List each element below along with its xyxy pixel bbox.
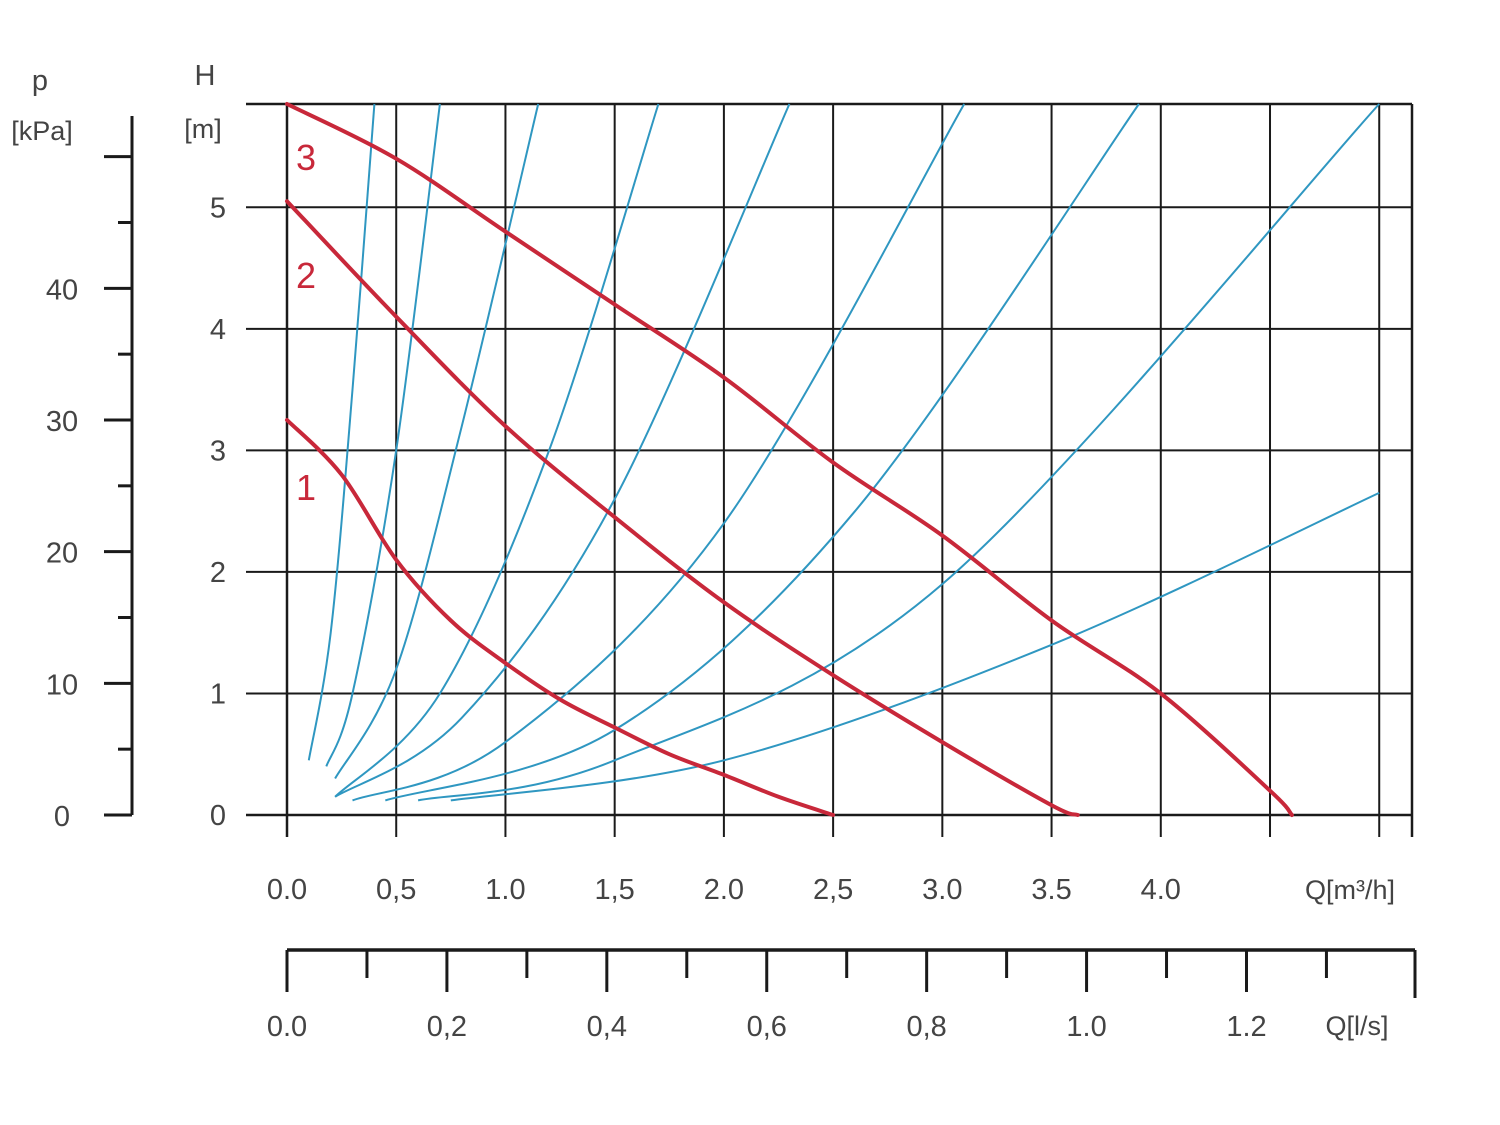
- p-axis-unit: [kPa]: [11, 116, 73, 146]
- h-tick-label-3: 3: [210, 435, 226, 467]
- qm3h-tick-label-7: 3.5: [1031, 874, 1071, 906]
- pump-curve-label-2: 2: [296, 255, 316, 296]
- pump-curve-1: [285, 418, 836, 817]
- h-tick-label-2: 2: [210, 557, 226, 589]
- qls-tick-label-6: 1.2: [1226, 1011, 1266, 1043]
- qm3h-tick-label-8: 4.0: [1141, 874, 1181, 906]
- p-tick-label-40: 40: [46, 274, 78, 306]
- p-tick-label-20: 20: [46, 538, 78, 570]
- pump-curve-2: [285, 199, 1080, 817]
- pump-curve-3: [285, 102, 1294, 817]
- p-tick-label-30: 30: [46, 406, 78, 438]
- qm3h-tick-label-3: 1,5: [595, 874, 635, 906]
- system-curve-2: [325, 103, 441, 767]
- q-ls-axis-label: Q[l/s]: [1325, 1011, 1388, 1041]
- h-axis-title: H: [195, 60, 216, 92]
- qls-tick-label-1: 0,2: [427, 1011, 467, 1043]
- q-m3h-axis-label: Q[m³/h]: [1305, 875, 1395, 905]
- qls-tick-label-5: 1.0: [1066, 1011, 1106, 1043]
- h-tick-label-4: 4: [210, 314, 226, 346]
- pump-curve-label-3: 3: [296, 137, 316, 178]
- qm3h-tick-label-2: 1.0: [485, 874, 525, 906]
- axes: [104, 116, 1417, 998]
- qls-tick-label-4: 0,8: [906, 1011, 946, 1043]
- p-tick-label-10: 10: [46, 669, 78, 701]
- system-curve-9: [450, 491, 1380, 802]
- qls-tick-label-2: 0,4: [587, 1011, 627, 1043]
- system-curve-5: [334, 103, 791, 798]
- h-axis-unit: [m]: [184, 114, 222, 144]
- qm3h-tick-label-4: 2.0: [704, 874, 744, 906]
- p-tick-label-0: 0: [54, 801, 70, 833]
- h-tick-label-5: 5: [210, 192, 226, 224]
- h-tick-label-1: 1: [210, 678, 226, 710]
- p-axis-title: p: [32, 65, 48, 97]
- h-tick-label-0: 0: [210, 800, 226, 832]
- system-curve-3: [334, 103, 540, 779]
- system-curve-8: [417, 103, 1380, 802]
- qls-tick-label-0: 0.0: [267, 1011, 307, 1043]
- qm3h-tick-label-1: 0,5: [376, 874, 416, 906]
- grid: [246, 102, 1414, 837]
- qm3h-tick-label-5: 2,5: [813, 874, 853, 906]
- system-curves: [307, 103, 1380, 802]
- pump-curves: [285, 102, 1294, 817]
- qm3h-tick-label-0: 0.0: [267, 874, 307, 906]
- system-curve-6: [352, 103, 966, 802]
- system-curve-1: [307, 103, 376, 761]
- system-curve-4: [334, 103, 660, 798]
- qls-tick-label-3: 0,6: [747, 1011, 787, 1043]
- qm3h-tick-label-6: 3.0: [922, 874, 962, 906]
- system-curve-7: [385, 103, 1140, 802]
- pump-curve-label-1: 1: [296, 467, 316, 508]
